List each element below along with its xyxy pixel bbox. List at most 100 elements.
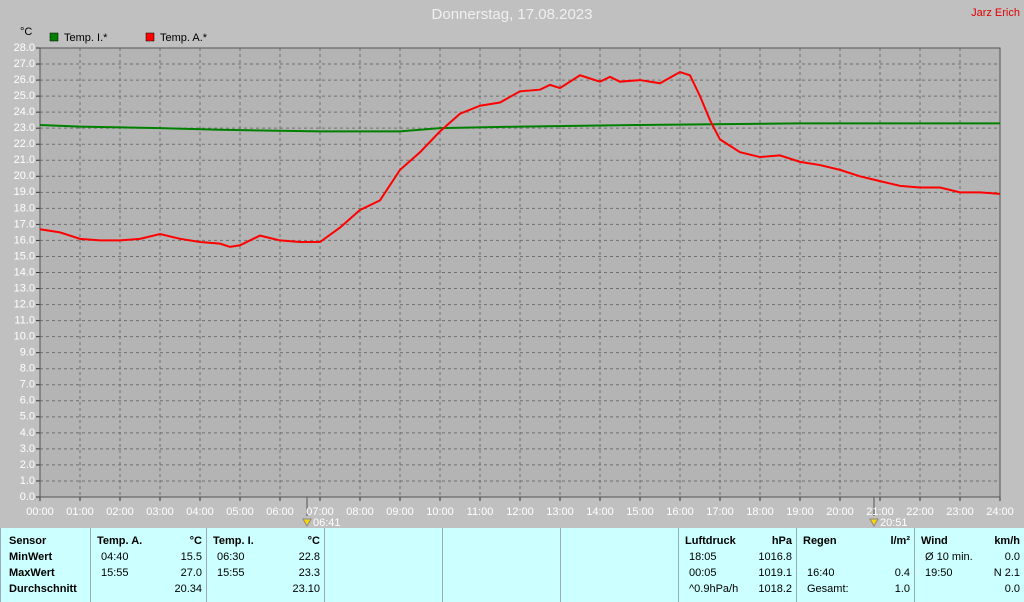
x-tick-label: 11:00: [467, 506, 494, 518]
stats-table: Sensor MinWert MaxWert Durchschnitt Temp. A.…: [0, 528, 1024, 602]
x-tick-label: 21:00: [866, 506, 894, 518]
y-tick-label: 25.0: [14, 90, 35, 102]
y-tick-label: 20.0: [14, 170, 35, 182]
stats-header: °C: [307, 535, 320, 547]
stats-cell: 0.4: [894, 567, 910, 579]
y-tick-label: 11.0: [14, 315, 35, 327]
stats-cell: MinWert: [9, 551, 53, 563]
stats-panel: Wind km/h Ø 10 min. 0.0 19:50 N 2.1 0.0: [914, 528, 1024, 602]
legend-swatch: [49, 32, 59, 42]
x-tick-label: 07:00: [306, 506, 334, 518]
stats-header: Temp. I.: [213, 535, 254, 547]
x-tick-label: 18:00: [746, 506, 774, 518]
x-tick-label: 13:00: [546, 506, 574, 518]
stats-panel: Temp. I. °C 06:30 22.8 15:55 23.3 23.10: [206, 528, 324, 602]
stats-panel: Temp. A. °C 04:40 15.5 15:55 27.0 20.34: [90, 528, 206, 602]
x-tick-label: 00:00: [26, 506, 54, 518]
y-tick-label: 3.0: [20, 443, 35, 455]
y-tick-label: 12.0: [14, 298, 35, 310]
x-tick-label: 22:00: [906, 506, 934, 518]
y-tick-label: 13.0: [14, 282, 35, 294]
stats-header: Temp. A.: [97, 535, 143, 547]
author: Jarz Erich: [971, 7, 1020, 19]
legend-swatch: [145, 32, 155, 42]
y-tick-label: 15.0: [14, 250, 35, 262]
y-tick-label: 7.0: [20, 379, 35, 391]
y-tick-label: 21.0: [14, 154, 35, 166]
y-tick-label: 22.0: [14, 138, 35, 150]
stats-panel: Luftdruck hPa 18:05 1016.8 00:05 1019.1 ^0.9hP…: [678, 528, 796, 602]
y-tick-label: 26.0: [14, 74, 35, 86]
series-line: [39, 122, 1000, 133]
y-tick-label: 28.0: [14, 42, 35, 54]
stats-cell: 15:55: [217, 567, 245, 579]
stats-cell: 0.0: [1004, 583, 1020, 595]
stats-cell: MaxWert: [9, 567, 55, 579]
x-tick-label: 02:00: [106, 506, 134, 518]
legend: Temp. I.* Temp. A.*: [49, 32, 208, 44]
stats-cell: 18:05: [689, 551, 717, 563]
stats-cell: 22.8: [298, 551, 320, 563]
x-tick-label: 08:00: [346, 506, 374, 518]
chart-title: Donnerstag, 17.08.2023: [432, 6, 593, 23]
stats-header: l/m²: [890, 535, 910, 547]
y-tick-label: 23.0: [14, 122, 35, 134]
y-tick-label: 8.0: [20, 363, 35, 375]
stats-cell: 27.0: [180, 567, 202, 579]
stats-header: hPa: [771, 535, 792, 547]
y-tick-label: 16.0: [14, 234, 35, 246]
y-tick-label: 4.0: [20, 427, 35, 439]
stats-cell: Gesamt:: [807, 583, 849, 595]
stats-cell: 06:30: [217, 551, 245, 563]
x-tick-label: 06:00: [266, 506, 294, 518]
sunset-icon: [869, 518, 879, 528]
x-tick-label: 19:00: [786, 506, 814, 518]
stats-cell: ^0.9hPa/h: [689, 583, 739, 595]
y-tick-label: 24.0: [14, 106, 35, 118]
x-tick-label: 17:00: [706, 506, 734, 518]
y-tick-label: 6.0: [20, 395, 35, 407]
stats-header: Regen: [803, 535, 837, 547]
stats-cell: 00:05: [689, 567, 717, 579]
y-tick-label: 14.0: [14, 266, 35, 278]
plot-border: [39, 47, 1001, 498]
y-tick-label: 5.0: [20, 411, 35, 423]
stats-cell: 04:40: [101, 551, 129, 563]
sunrise-label: 06:41: [313, 517, 341, 528]
legend-label: Temp. A.*: [160, 32, 208, 44]
series-line: [39, 70, 1001, 248]
stats-cell: 1.0: [894, 583, 910, 595]
y-tick-label: 18.0: [14, 202, 35, 214]
stats-header: Sensor: [9, 535, 47, 547]
stats-cell: Durchschnitt: [9, 583, 77, 595]
y-tick-label: 2.0: [20, 459, 35, 471]
sunrise-icon: [302, 518, 312, 528]
stats-header: Wind: [921, 535, 948, 547]
y-tick-label: 17.0: [14, 218, 35, 230]
x-tick-label: 05:00: [226, 506, 254, 518]
x-tick-label: 16:00: [666, 506, 694, 518]
x-tick-label: 10:00: [426, 506, 454, 518]
x-tick-label: 23:00: [946, 506, 974, 518]
chart: Donnerstag, 17.08.2023 Jarz Erich °C Tem…: [14, 6, 1020, 528]
x-tick-label: 09:00: [386, 506, 414, 518]
stats-cell: 0.0: [1004, 551, 1020, 563]
stats-cell: N 2.1: [993, 567, 1020, 579]
x-tick-label: 20:00: [826, 506, 854, 518]
stats-header: Luftdruck: [685, 535, 736, 547]
empty-panel: [324, 528, 442, 602]
stats-panel: Regen l/m² 16:40 0.4 Gesamt: 1.0: [796, 528, 914, 602]
stats-cell: 23.3: [298, 567, 320, 579]
stats-panel: Sensor MinWert MaxWert Durchschnitt: [0, 528, 90, 602]
stats-header: °C: [189, 535, 202, 547]
y-tick-label: 10.0: [14, 331, 35, 343]
stats-cell: 16:40: [807, 567, 835, 579]
y-tick-label: 0.0: [20, 491, 35, 503]
y-tick-label: 19.0: [14, 186, 35, 198]
legend-label: Temp. I.*: [64, 32, 108, 44]
y-tick-label: 1.0: [20, 475, 35, 487]
empty-panel: [560, 528, 678, 602]
stats-cell: 15.5: [180, 551, 202, 563]
stats-cell: 19:50: [925, 567, 953, 579]
